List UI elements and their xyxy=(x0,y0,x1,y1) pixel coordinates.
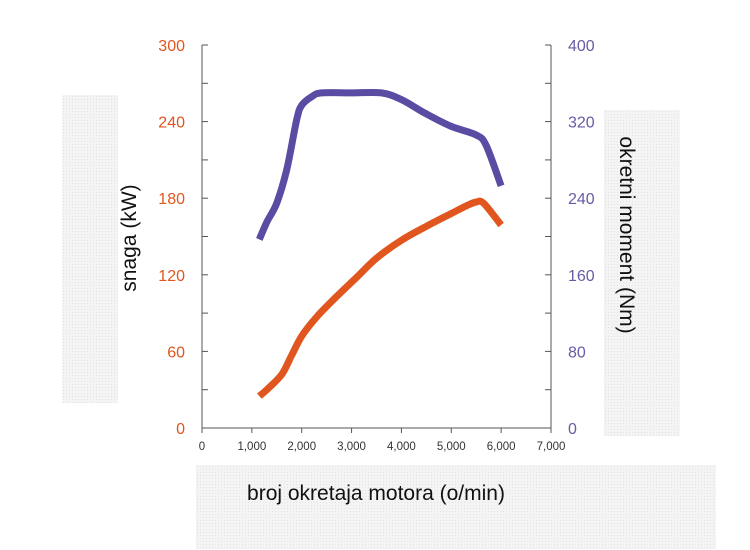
y-tick-label-left: 300 xyxy=(158,38,185,55)
y-axis-label-right: okretni moment (Nm) xyxy=(615,136,638,333)
x-axis-label: broj okretaja motora (o/min) xyxy=(247,482,505,505)
x-tick-label: 1,000 xyxy=(237,441,266,453)
y-tick-label-left: 0 xyxy=(176,421,185,438)
y-tick-label-left: 60 xyxy=(167,344,185,361)
y-tick-label-left: 240 xyxy=(158,115,185,132)
x-tick-label: 2,000 xyxy=(287,441,316,453)
y-tick-label-right: 160 xyxy=(568,268,595,285)
series-lines xyxy=(256,88,505,399)
y-axis-label-left: snaga (kW) xyxy=(118,184,141,291)
y-tick-label-right: 80 xyxy=(568,344,586,361)
y-tick-label-right: 320 xyxy=(568,115,595,132)
x-tick-label: 7,000 xyxy=(537,441,566,453)
torque-series-line xyxy=(256,88,505,241)
axes xyxy=(201,44,552,433)
x-tick-label: 5,000 xyxy=(437,441,466,453)
y-tick-label-right: 400 xyxy=(568,38,595,55)
y-tick-label-right: 0 xyxy=(568,421,577,438)
tick-labels: 0 60 120 180 240 300 0 80 160 240 320 400 0 1,000 2,00… xyxy=(158,38,595,453)
stipple-bottom xyxy=(196,465,716,549)
y-tick-label-right: 240 xyxy=(568,191,595,208)
x-tick-label: 6,000 xyxy=(487,441,516,453)
x-tick-label: 4,000 xyxy=(387,441,416,453)
y-tick-label-left: 120 xyxy=(158,268,185,285)
power-series-line xyxy=(257,197,504,399)
stipple-left xyxy=(62,95,118,403)
x-tick-label: 0 xyxy=(199,441,205,453)
x-tick-label: 3,000 xyxy=(337,441,366,453)
stipple-right xyxy=(604,110,680,436)
y-tick-label-left: 180 xyxy=(158,191,185,208)
